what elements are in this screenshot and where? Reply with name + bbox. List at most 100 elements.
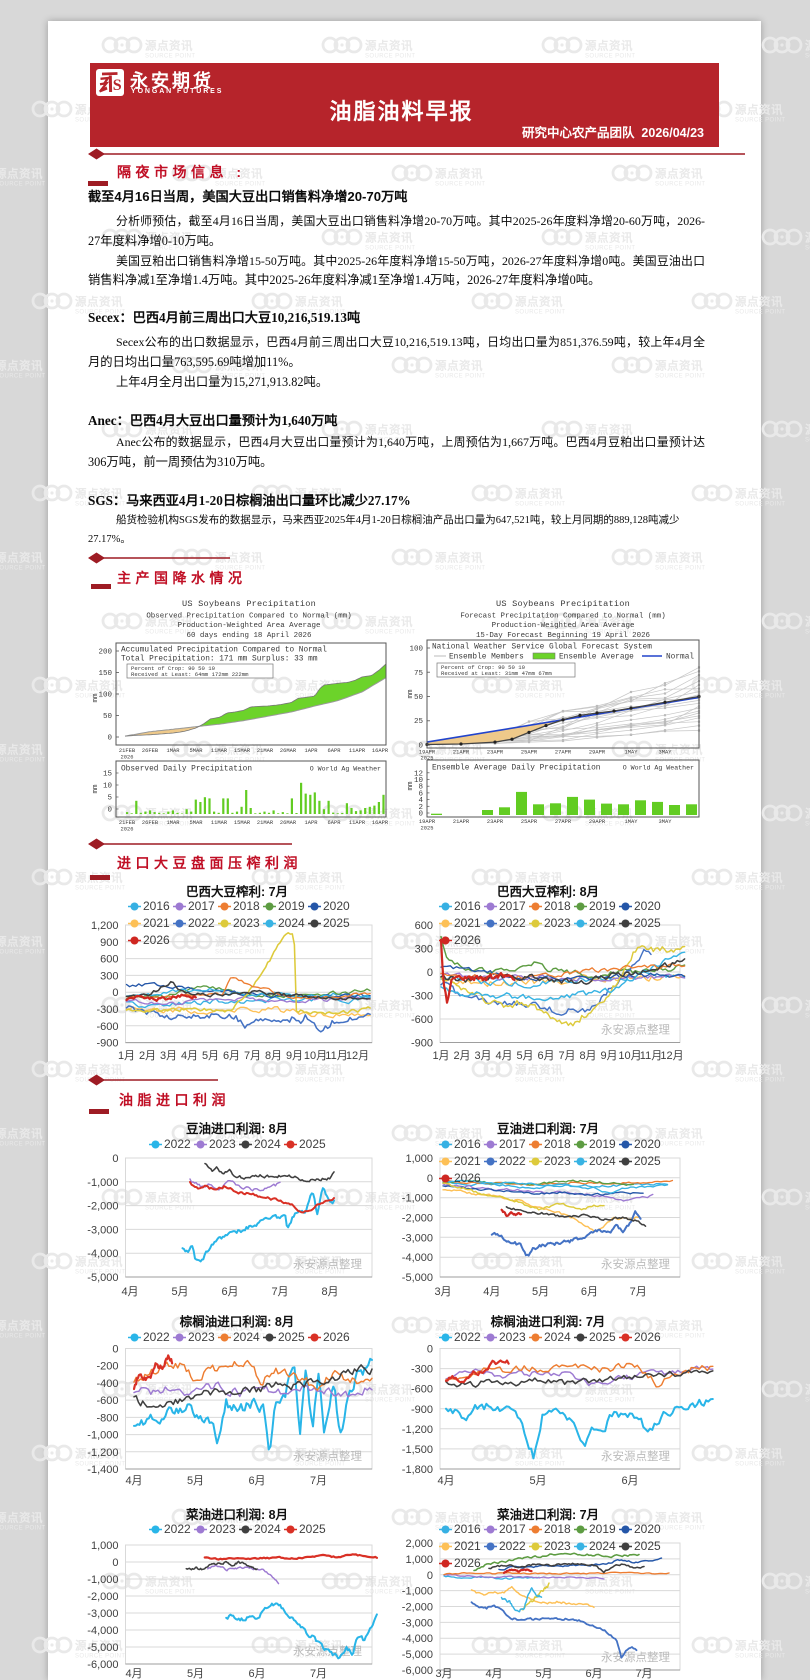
svg-text:5: 5 xyxy=(107,795,112,803)
svg-text:11MAR: 11MAR xyxy=(211,748,228,754)
svg-text:8月: 8月 xyxy=(265,1050,282,1062)
svg-text:4月: 4月 xyxy=(485,1668,502,1680)
svg-text:-200: -200 xyxy=(96,1361,118,1373)
svg-text:19APR: 19APR xyxy=(419,819,436,825)
svg-text:Percent of Crop: 90 50: Percent of Crop: 90 50 10 xyxy=(131,665,216,672)
svg-text:11APR: 11APR xyxy=(349,748,366,754)
svg-text:-2,000: -2,000 xyxy=(87,1591,118,1603)
svg-text:25APR: 25APR xyxy=(521,750,538,756)
svg-text:900: 900 xyxy=(100,937,118,949)
svg-text:-6,000: -6,000 xyxy=(87,1659,118,1671)
svg-text:-1,500: -1,500 xyxy=(402,1444,433,1456)
svg-text:23APR: 23APR xyxy=(487,750,504,756)
svg-text:0: 0 xyxy=(107,735,112,743)
svg-text:50: 50 xyxy=(103,713,113,721)
svg-text:-5,000: -5,000 xyxy=(87,1642,118,1654)
svg-text:Total Precipitation: 171 mm: Total Precipitation: 171 mm Surplus: 33 … xyxy=(121,656,318,664)
svg-text:4月: 4月 xyxy=(125,1475,142,1487)
svg-text:mm: mm xyxy=(407,781,415,791)
svg-text:0: 0 xyxy=(427,1173,433,1185)
svg-text:6月: 6月 xyxy=(621,1475,638,1487)
svg-text:1APR: 1APR xyxy=(305,820,319,826)
svg-text:15MAR: 15MAR xyxy=(234,820,251,826)
svg-text:25: 25 xyxy=(414,718,424,726)
svg-text:7月: 7月 xyxy=(244,1050,261,1062)
svg-text:300: 300 xyxy=(100,970,118,982)
svg-text:-1,400: -1,400 xyxy=(87,1464,118,1476)
svg-text:12月: 12月 xyxy=(346,1050,369,1062)
svg-text:6月: 6月 xyxy=(221,1286,238,1298)
svg-text:26MAR: 26MAR xyxy=(280,748,297,754)
svg-text:26MAR: 26MAR xyxy=(280,820,297,826)
svg-text:-600: -600 xyxy=(96,1021,118,1033)
svg-text:3月: 3月 xyxy=(160,1050,177,1062)
svg-text:S: S xyxy=(113,77,122,94)
svg-text:7月: 7月 xyxy=(310,1668,327,1680)
svg-text:4月: 4月 xyxy=(125,1668,142,1680)
svg-text:6月: 6月 xyxy=(585,1668,602,1680)
svg-text:-5,000: -5,000 xyxy=(402,1649,433,1661)
svg-text:Ensemble Members: Ensemble Members xyxy=(449,654,524,662)
svg-text:5月: 5月 xyxy=(529,1475,546,1487)
svg-text:600: 600 xyxy=(100,954,118,966)
svg-text:-600: -600 xyxy=(96,1395,118,1407)
svg-text:Received at Least: 31mm 47: Received at Least: 31mm 47mm 67mm xyxy=(441,670,552,677)
svg-text:10月: 10月 xyxy=(618,1050,641,1062)
svg-text:Ensemble Average Daily Precipi: Ensemble Average Daily Precipitation xyxy=(432,765,600,773)
svg-text:Received at Least: 64mm 17: Received at Least: 64mm 172mm 222mm xyxy=(131,671,249,678)
svg-text:-4,000: -4,000 xyxy=(87,1625,118,1637)
svg-text:5MAR: 5MAR xyxy=(190,820,204,826)
svg-text:100: 100 xyxy=(409,646,423,654)
svg-text:0: 0 xyxy=(427,967,433,979)
svg-text:永安源点整理: 永安源点整理 xyxy=(601,1449,670,1463)
svg-text:-300: -300 xyxy=(96,1004,118,1016)
svg-text:US Soybeans Precipitation: US Soybeans Precipitation xyxy=(182,599,316,609)
svg-text:21MAR: 21MAR xyxy=(257,820,274,826)
svg-text:6APR: 6APR xyxy=(328,820,342,826)
svg-text:-4,000: -4,000 xyxy=(87,1248,118,1260)
svg-text:11月: 11月 xyxy=(325,1050,347,1062)
svg-text:16APR: 16APR xyxy=(372,820,389,826)
svg-text:-5,000: -5,000 xyxy=(87,1272,118,1284)
svg-text:21APR: 21APR xyxy=(453,750,470,756)
svg-text:Percent of Crop: 90 50: Percent of Crop: 90 50 10 xyxy=(441,664,526,671)
svg-text:永安源点整理: 永安源点整理 xyxy=(601,1257,670,1271)
svg-text:-6,000: -6,000 xyxy=(402,1665,433,1677)
svg-text:5月: 5月 xyxy=(202,1050,219,1062)
svg-text:3月: 3月 xyxy=(474,1050,491,1062)
svg-text:8月: 8月 xyxy=(321,1286,338,1298)
svg-text:6月: 6月 xyxy=(223,1050,240,1062)
svg-text:2025: 2025 xyxy=(421,756,434,762)
svg-text:-3,000: -3,000 xyxy=(87,1224,118,1236)
svg-text:-2,000: -2,000 xyxy=(402,1213,433,1225)
svg-text:21FEB: 21FEB xyxy=(119,820,136,826)
svg-text:-5,000: -5,000 xyxy=(402,1272,433,1284)
svg-text:75: 75 xyxy=(414,670,424,678)
svg-text:-1,200: -1,200 xyxy=(87,1447,118,1459)
svg-text:0: 0 xyxy=(112,987,118,999)
svg-text:15-Day Forecast Beginning 19 A: 15-Day Forecast Beginning 19 April 2026 xyxy=(476,632,650,640)
svg-text:1月: 1月 xyxy=(118,1050,135,1062)
svg-text:100: 100 xyxy=(98,692,112,700)
svg-text:9月: 9月 xyxy=(600,1050,617,1062)
svg-text:300: 300 xyxy=(415,944,433,956)
svg-text:7月: 7月 xyxy=(635,1668,652,1680)
svg-text:-1,200: -1,200 xyxy=(402,1424,433,1436)
svg-text:4月: 4月 xyxy=(483,1286,500,1298)
svg-text:1MAR: 1MAR xyxy=(167,820,181,826)
svg-text:19APR: 19APR xyxy=(419,750,436,756)
svg-text:3MAY: 3MAY xyxy=(659,750,673,756)
svg-text:-2,000: -2,000 xyxy=(87,1201,118,1213)
svg-text:15MAR: 15MAR xyxy=(234,748,251,754)
svg-text:-900: -900 xyxy=(411,1038,433,1050)
svg-text:永安源点整理: 永安源点整理 xyxy=(601,1023,670,1037)
svg-text:O World Ag Weather: O World Ag Weather xyxy=(623,765,694,772)
svg-text:-800: -800 xyxy=(96,1412,118,1424)
svg-text:3MAY: 3MAY xyxy=(659,819,673,825)
svg-text:Ensemble Average: Ensemble Average xyxy=(559,654,634,662)
svg-text:-1,000: -1,000 xyxy=(87,1430,118,1442)
svg-text:25APR: 25APR xyxy=(521,819,538,825)
svg-text:0: 0 xyxy=(427,1570,433,1582)
svg-text:-1,000: -1,000 xyxy=(402,1193,433,1205)
svg-text:2: 2 xyxy=(418,804,423,812)
